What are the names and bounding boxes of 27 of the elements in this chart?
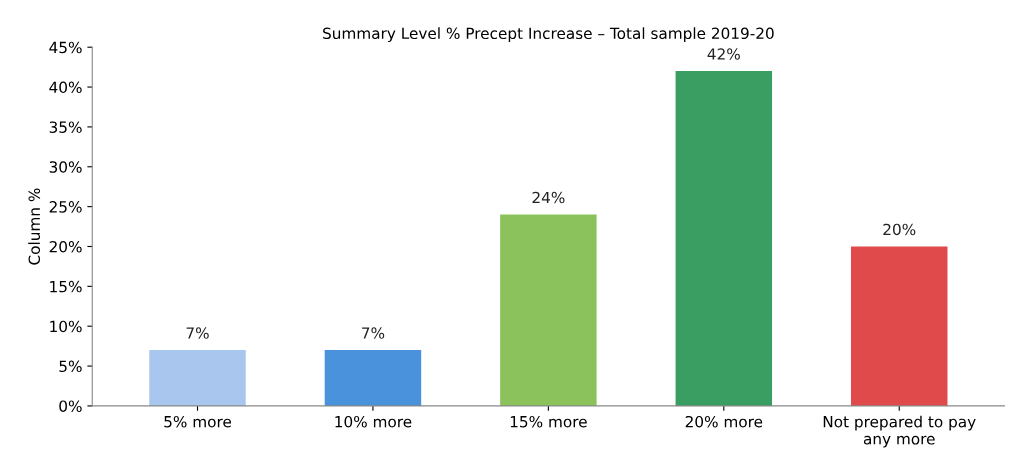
data-label: 7% (186, 327, 209, 339)
y-tick-label: 0% (59, 400, 82, 412)
x-tick-label: 10% more (335, 415, 412, 428)
bar (851, 246, 948, 406)
y-tick-label: 40% (49, 81, 82, 94)
y-tick-label: 45% (49, 41, 82, 54)
bar (675, 71, 773, 406)
data-label: 42% (707, 48, 740, 60)
y-tick-label: 35% (49, 121, 82, 133)
y-tick-label: 20% (49, 240, 82, 253)
x-tick-label: 15% more (510, 415, 587, 428)
y-tick-label: 10% (50, 320, 82, 333)
y-tick-label: 30% (49, 161, 82, 173)
data-label: 7% (362, 327, 385, 339)
y-tick-label: 5% (59, 360, 82, 373)
y-tick-label: 25% (49, 201, 82, 213)
bar (500, 214, 597, 406)
data-label: 24% (532, 191, 565, 204)
chart-title: Summary Level % Precept Increase – Total sample 2019-20 (323, 27, 774, 43)
data-label: 20% (883, 223, 916, 236)
bar (324, 350, 422, 406)
y-tick-label: 15% (50, 280, 82, 293)
x-tick-label: Not prepared to pay any more (823, 415, 976, 448)
x-tick-label: 20% more (685, 415, 763, 428)
bar (149, 350, 246, 406)
x-tick-label: 5% more (164, 415, 232, 428)
y-axis-title: Column % (28, 188, 41, 265)
